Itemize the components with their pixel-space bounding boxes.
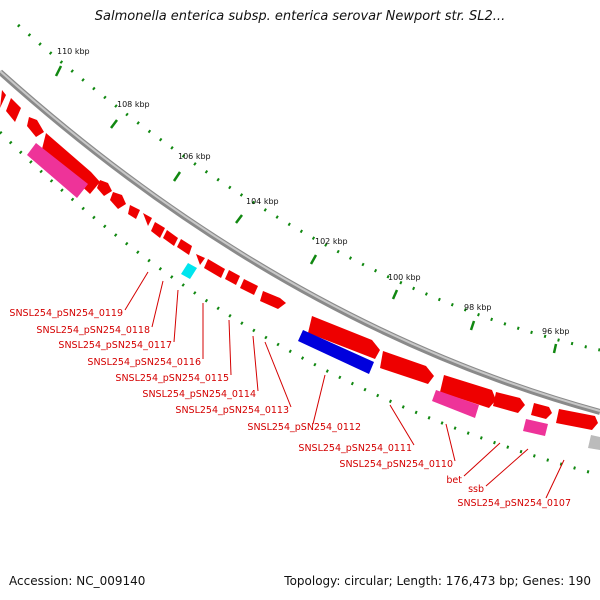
- topology-stats: Topology: circular; Length: 176,473 bp; …: [284, 574, 591, 588]
- gene-cyan: [181, 263, 197, 279]
- gene-label: SNSL254_pSN254_0116: [87, 357, 201, 368]
- kbp-tick: [110, 119, 118, 129]
- gene-label: SNSL254_pSN254_0107: [457, 498, 571, 509]
- gene-fwd-16: [260, 291, 286, 309]
- kbp-label: 96 kbp: [542, 327, 570, 336]
- kbp-tick: [309, 254, 318, 265]
- kbp-tick: [391, 289, 399, 300]
- gene-track: [0, 90, 600, 450]
- gene-fwd-22: [556, 409, 598, 430]
- kbp-label: 104 kbp: [246, 197, 279, 206]
- kbp-label: 108 kbp: [117, 100, 150, 109]
- gene-fwd-11: [177, 239, 192, 255]
- gene-label-leader: [264, 341, 292, 408]
- kbp-label: 100 kbp: [388, 273, 421, 282]
- gene-fwd-1: [0, 90, 6, 108]
- gene-fwd-8: [143, 213, 152, 226]
- gene-label-leader: [124, 271, 149, 311]
- kbp-label: 110 kbp: [57, 47, 90, 56]
- kbp-tick: [54, 65, 63, 77]
- gene-label-leader: [445, 423, 456, 462]
- gene-label-leader: [252, 335, 259, 392]
- inner-ruler: [0, 130, 600, 477]
- kbp-tick: [172, 171, 182, 182]
- gene-fwd-2: [6, 98, 21, 122]
- gene-label: SNSL254_pSN254_0118: [36, 325, 150, 336]
- gene-label: SNSL254_pSN254_0117: [58, 340, 172, 351]
- gene-labels: SNSL254_pSN254_0119 SNSL254_pSN254_0118 SN…: [9, 308, 571, 509]
- gene-label: SNSL254_pSN254_0114: [142, 389, 256, 400]
- kbp-tick: [469, 320, 476, 331]
- gene-label: ssb: [468, 484, 484, 495]
- gene-fwd-3: [27, 117, 44, 137]
- gene-fwd-13: [204, 259, 225, 278]
- gene-label-lines: [124, 271, 565, 499]
- gene-fwd-21: [531, 403, 552, 419]
- gene-label: bet: [446, 475, 462, 486]
- gene-label-leader: [312, 374, 326, 425]
- gene-label-leader: [151, 280, 164, 328]
- gene-label: SNSL254_pSN254_0115: [115, 373, 229, 384]
- gene-label: SNSL254_pSN254_0119: [9, 308, 123, 319]
- backbone-arc-highlight: [0, 70, 600, 412]
- gene-fwd-5: [97, 180, 112, 196]
- kbp-label: 106 kbp: [178, 152, 211, 161]
- gene-grey: [588, 435, 600, 450]
- kbp-tick: [235, 214, 243, 224]
- gene-fwd-4: [42, 133, 100, 194]
- gene-fwd-7: [128, 205, 140, 219]
- gene-fwd-14: [225, 270, 240, 285]
- gene-label-leader: [545, 459, 565, 499]
- gene-fwd-19: [440, 375, 496, 408]
- gene-label-leader: [228, 319, 232, 376]
- gene-label-leader: [463, 442, 501, 477]
- gene-fwd-12: [196, 254, 205, 265]
- gene-fwd-18: [380, 351, 434, 384]
- gene-rev-pink-3: [523, 419, 548, 436]
- gene-rev-pink-2: [432, 390, 479, 418]
- gene-label-leader: [173, 289, 179, 343]
- gene-rev-blue: [298, 330, 374, 374]
- gene-rev-pink-1: [27, 143, 88, 198]
- gene-label: SNSL254_pSN254_0113: [175, 405, 289, 416]
- gene-label-leader: [389, 404, 415, 446]
- gene-fwd-10: [163, 230, 178, 246]
- gene-label: SNSL254_pSN254_0112: [247, 422, 361, 433]
- gene-fwd-20: [493, 392, 525, 413]
- accession-text: Accession: NC_009140: [9, 574, 146, 588]
- map-title: Salmonella enterica subsp. enterica sero…: [94, 9, 506, 24]
- kbp-label: 98 kbp: [464, 303, 492, 312]
- gene-label: SNSL254_pSN254_0111: [298, 443, 412, 454]
- gene-fwd-15: [240, 279, 258, 295]
- gene-label-leader: [485, 448, 529, 487]
- gene-label: SNSL254_pSN254_0110: [339, 459, 453, 470]
- gene-fwd-17: [308, 316, 380, 359]
- kbp-labels: 110 kbp 108 kbp 106 kbp 104 kbp 102 kbp 100 k…: [54, 47, 570, 354]
- kbp-tick: [552, 343, 558, 354]
- gene-fwd-6: [110, 192, 126, 209]
- kbp-label: 102 kbp: [315, 237, 348, 246]
- gene-fwd-9: [151, 222, 165, 238]
